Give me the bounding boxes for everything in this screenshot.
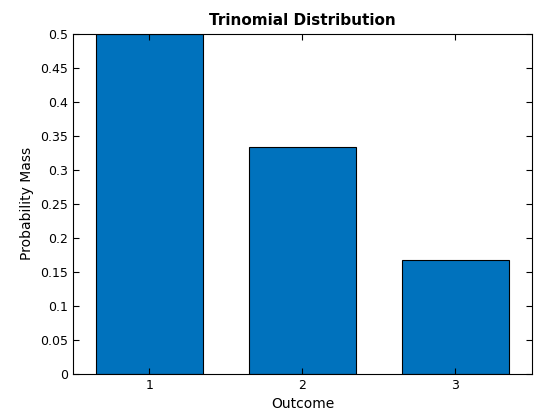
Y-axis label: Probability Mass: Probability Mass [20, 147, 34, 260]
Bar [249, 147, 356, 374]
Title: Trinomial Distribution: Trinomial Distribution [209, 13, 396, 28]
Bar [96, 34, 203, 374]
Bar [402, 260, 509, 374]
X-axis label: Outcome: Outcome [271, 397, 334, 411]
